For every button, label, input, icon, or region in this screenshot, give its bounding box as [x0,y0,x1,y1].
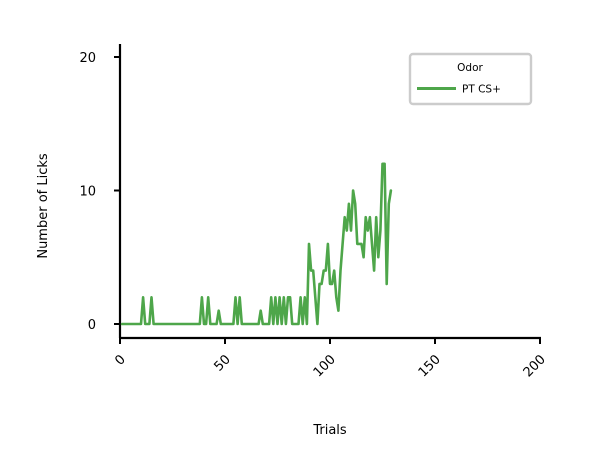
y-tick-label: 10 [79,185,96,200]
x-tick-label: 150 [416,352,444,380]
x-tick-label: 200 [521,352,549,380]
legend-title: Odor [457,62,483,74]
x-tick-label: 0 [112,352,128,368]
x-axis-title: Trials [312,423,347,438]
x-tick-label: 100 [311,352,339,380]
series-line-pt-cs-plus [120,162,393,326]
legend: Odor PT CS+ [408,52,533,106]
legend-label-pt-cs-plus: PT CS+ [462,84,501,96]
legend-box [408,52,533,106]
y-tick-label: 0 [88,318,96,333]
y-tick-label: 20 [79,51,96,66]
y-axis-title: Number of Licks [36,153,51,259]
x-tick-label: 50 [212,352,234,374]
